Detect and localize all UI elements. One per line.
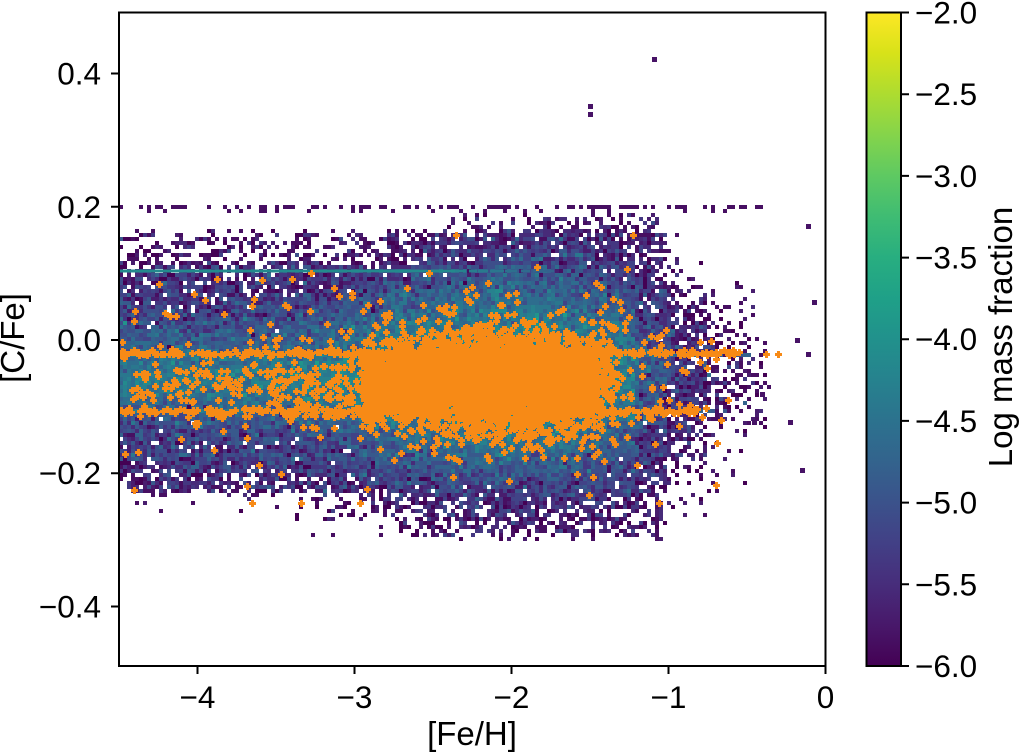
svg-text:−3.5: −3.5 — [915, 240, 977, 276]
svg-text:−5.5: −5.5 — [915, 566, 977, 602]
svg-text:−4: −4 — [180, 679, 216, 715]
svg-text:Log mass fraction: Log mass fraction — [982, 207, 1019, 467]
svg-text:−3.0: −3.0 — [915, 158, 977, 194]
svg-text:−2.0: −2.0 — [915, 0, 977, 31]
svg-text:−0.4: −0.4 — [39, 589, 101, 625]
svg-text:−2: −2 — [494, 679, 530, 715]
svg-text:−2.5: −2.5 — [915, 76, 977, 112]
svg-text:−0.2: −0.2 — [39, 455, 101, 491]
svg-text:−4.5: −4.5 — [915, 403, 977, 439]
svg-text:−6.0: −6.0 — [915, 648, 977, 684]
svg-text:[C/Fe]: [C/Fe] — [0, 293, 31, 383]
svg-text:−3: −3 — [337, 679, 373, 715]
svg-text:[Fe/H]: [Fe/H] — [427, 715, 517, 752]
svg-text:0: 0 — [817, 679, 835, 715]
svg-text:−1: −1 — [651, 679, 687, 715]
svg-text:−5.0: −5.0 — [915, 485, 977, 521]
svg-text:0.4: 0.4 — [57, 56, 101, 92]
svg-text:0.0: 0.0 — [57, 322, 101, 358]
svg-text:−4.0: −4.0 — [915, 321, 977, 357]
svg-text:0.2: 0.2 — [57, 189, 101, 225]
